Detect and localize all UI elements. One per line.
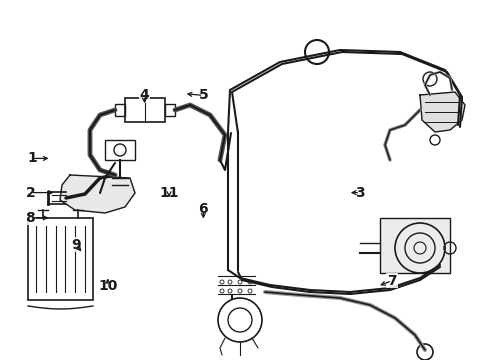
Bar — [115, 104, 125, 116]
Bar — [165, 104, 175, 116]
Bar — [380, 218, 450, 273]
Text: 6: 6 — [198, 202, 208, 216]
Text: 8: 8 — [25, 211, 35, 225]
Text: 1: 1 — [27, 152, 37, 165]
Text: 9: 9 — [71, 238, 81, 252]
Polygon shape — [60, 175, 135, 213]
Text: 5: 5 — [198, 89, 208, 102]
Text: 2: 2 — [25, 186, 35, 199]
Bar — [105, 140, 135, 160]
Text: 10: 10 — [98, 279, 118, 293]
Text: 7: 7 — [387, 274, 397, 288]
Bar — [28, 218, 93, 300]
Polygon shape — [380, 218, 450, 273]
Polygon shape — [420, 92, 465, 132]
Text: 3: 3 — [355, 186, 365, 199]
Bar — [125, 98, 165, 122]
Text: 4: 4 — [140, 89, 149, 102]
Text: 11: 11 — [159, 186, 179, 199]
